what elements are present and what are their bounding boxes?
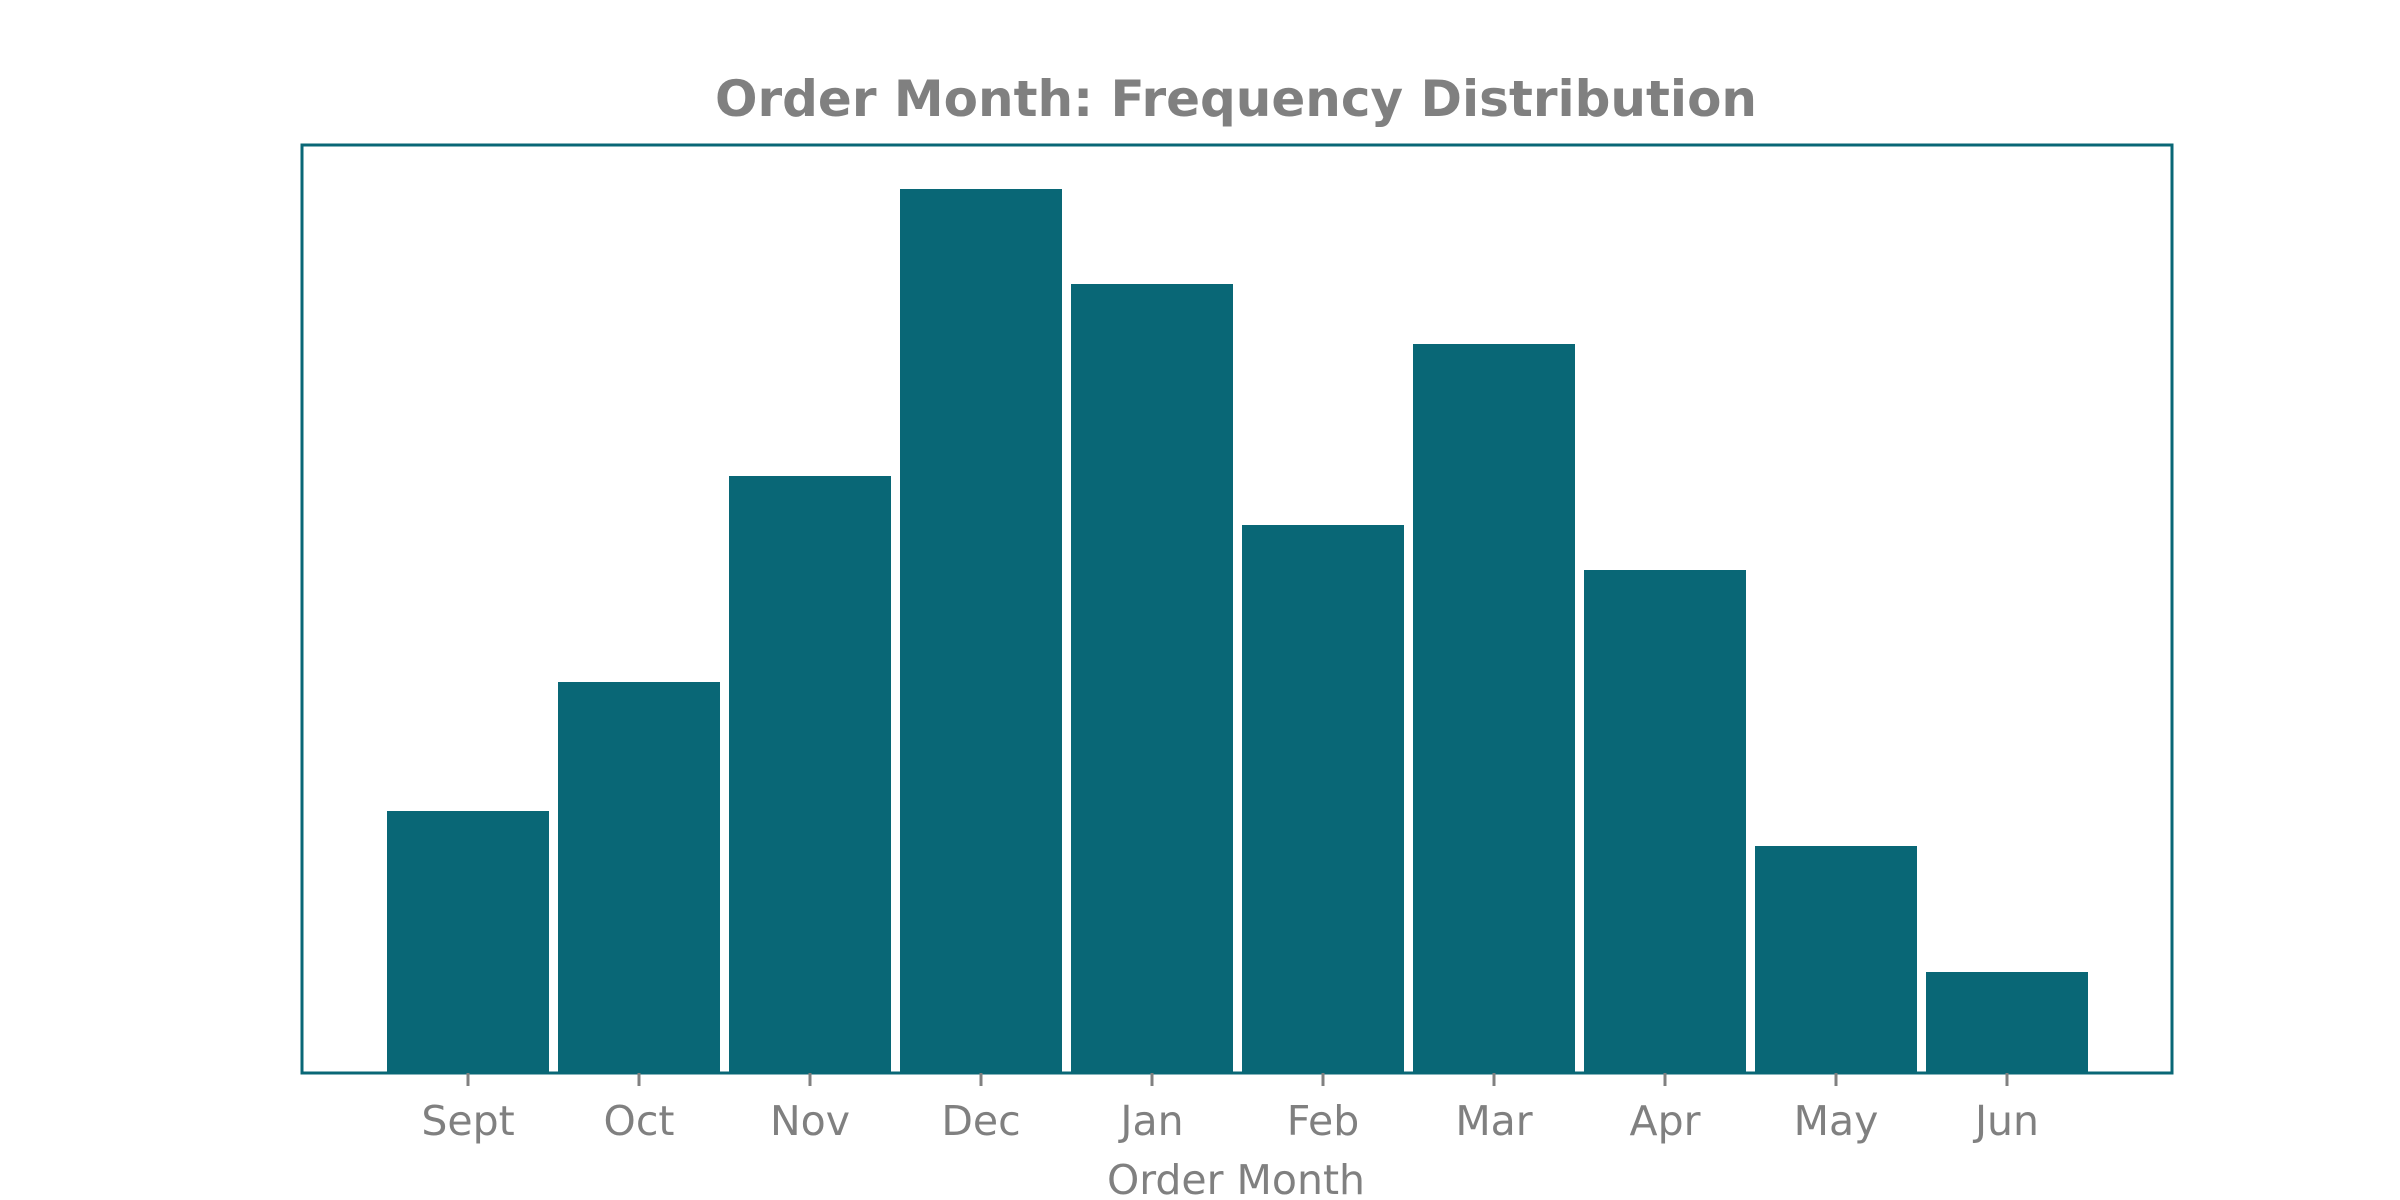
x-tick-label-oct: Oct (604, 1097, 675, 1145)
bar-oct (558, 682, 720, 1073)
bar-feb (1242, 525, 1404, 1073)
x-axis-label: Order Month (1107, 1156, 1365, 1200)
x-tick-label-dec: Dec (941, 1097, 1020, 1145)
bar-jan (1071, 284, 1233, 1073)
x-axis-ticks: Sept Oct Nov Dec Jan Feb Mar Apr May Jun (421, 1073, 2039, 1145)
chart-title: Order Month: Frequency Distribution (715, 70, 1757, 128)
bar-may (1755, 846, 1917, 1073)
x-tick-label-feb: Feb (1287, 1097, 1360, 1145)
bars-group (387, 189, 2088, 1073)
bar-apr (1584, 570, 1746, 1073)
x-tick-label-nov: Nov (770, 1097, 850, 1145)
bar-dec (900, 189, 1062, 1073)
x-tick-label-may: May (1794, 1097, 1879, 1145)
x-tick-label-jun: Jun (1972, 1097, 2039, 1145)
bar-jun (1926, 972, 2088, 1073)
bar-nov (729, 476, 891, 1073)
x-tick-label-sept: Sept (421, 1097, 514, 1145)
x-tick-label-jan: Jan (1117, 1097, 1183, 1145)
x-tick-label-apr: Apr (1630, 1097, 1701, 1145)
x-tick-label-mar: Mar (1455, 1097, 1532, 1145)
bar-mar (1413, 344, 1575, 1073)
plot-frame (300, 143, 2174, 1075)
bar-sept (387, 811, 549, 1073)
